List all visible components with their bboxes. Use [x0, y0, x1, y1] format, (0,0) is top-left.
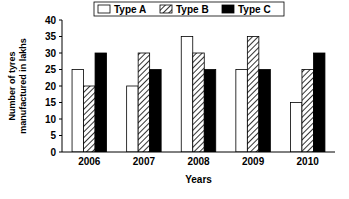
bar — [181, 37, 193, 153]
y-axis — [62, 20, 63, 152]
y-tick-label: 15 — [45, 97, 57, 108]
y-tick-label: 5 — [50, 130, 56, 141]
legend-swatch — [98, 5, 110, 13]
bar — [72, 70, 84, 153]
legend-swatch — [160, 5, 172, 13]
y-tick-label: 30 — [45, 48, 57, 59]
bar — [313, 53, 325, 152]
bar — [302, 70, 314, 153]
bar — [84, 86, 96, 152]
bar — [259, 70, 271, 153]
y-axis-label-line: Number of tyres — [7, 51, 17, 120]
chart: 0 5 10 15 20 25 30 35 40 2006 2007 2008 2009 2010 Year… — [0, 0, 349, 199]
y-tick-label: 25 — [45, 64, 57, 75]
bar — [127, 86, 138, 152]
y-axis-label: Number of tyresmanufactured in lakhs — [7, 38, 28, 134]
bars — [72, 37, 325, 153]
bar — [193, 53, 205, 152]
bar — [138, 53, 150, 152]
y-axis-label-line: manufactured in lakhs — [18, 38, 28, 134]
bar — [290, 103, 302, 153]
x-tick-label: 2010 — [297, 156, 320, 167]
legend-label: Type A — [114, 4, 146, 15]
legend-label: Type B — [176, 4, 209, 15]
x-tick-label: 2008 — [187, 156, 210, 167]
bar — [204, 70, 216, 153]
bar — [236, 70, 248, 153]
x-tick-label: 2007 — [133, 156, 156, 167]
y-tick-label: 40 — [45, 15, 57, 26]
legend: Type A Type B Type C — [94, 2, 284, 16]
x-axis — [62, 152, 335, 153]
x-tick-label: 2009 — [242, 156, 265, 167]
y-tick-label: 10 — [45, 114, 57, 125]
legend-swatch — [222, 5, 234, 13]
bar — [95, 53, 107, 152]
y-tick-label: 35 — [45, 31, 57, 42]
x-axis-label: Years — [185, 174, 212, 185]
bar — [247, 37, 259, 153]
y-tick-label: 20 — [45, 81, 57, 92]
x-tick-label: 2006 — [78, 156, 101, 167]
y-tick-label: 0 — [50, 147, 56, 158]
bar — [150, 70, 162, 153]
legend-label: Type C — [238, 4, 271, 15]
legend-box — [94, 2, 284, 16]
